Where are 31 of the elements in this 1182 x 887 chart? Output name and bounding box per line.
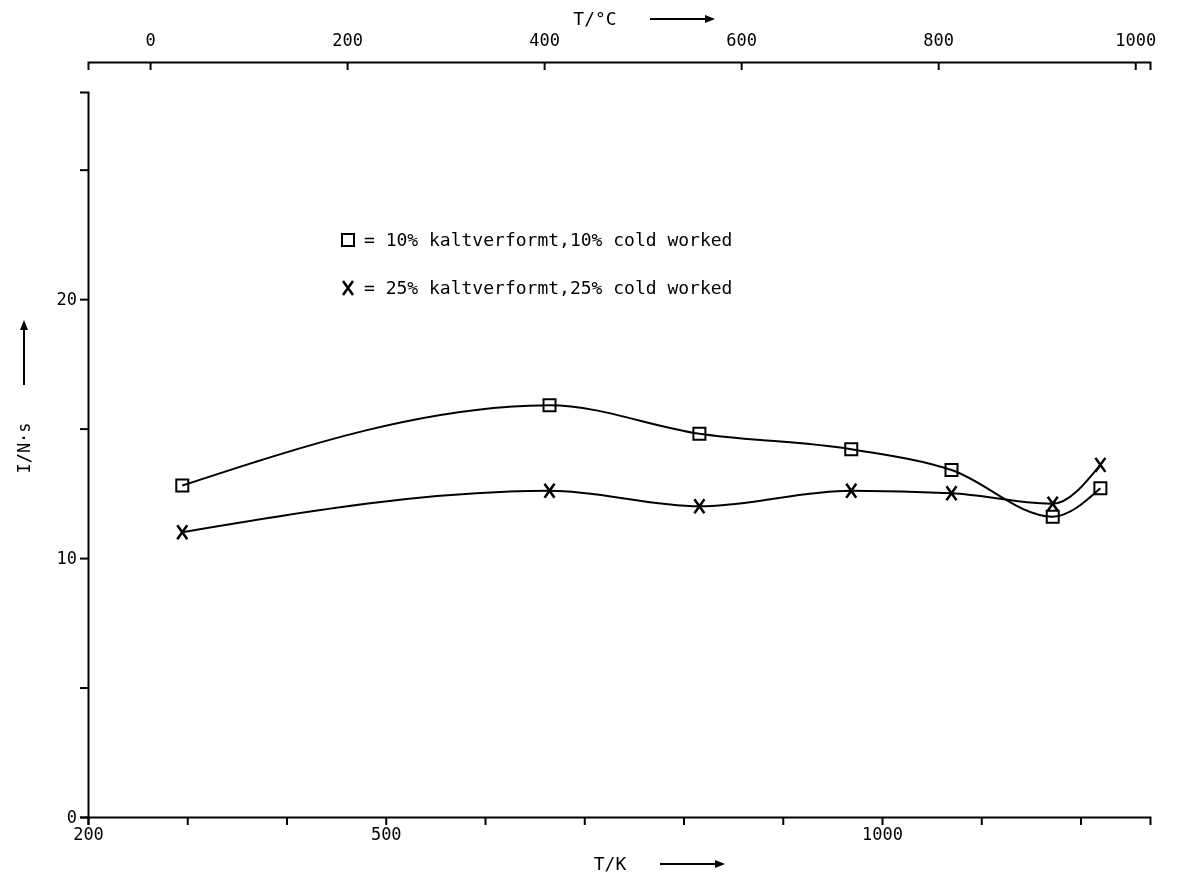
x-tick-label: 500 — [370, 824, 402, 845]
x-tick-label: 200 — [73, 824, 104, 845]
point — [944, 463, 959, 478]
point — [845, 482, 858, 499]
point — [692, 426, 707, 441]
legend-label: = 25% kaltverformt,25% cold worked — [364, 277, 733, 298]
x2-tick-label: 200 — [332, 30, 363, 50]
x2-tick-label: 1000 — [1115, 30, 1157, 50]
y-tick-label: 10 — [56, 548, 77, 569]
point — [693, 498, 706, 515]
x2-tick-label: 0 — [145, 30, 156, 50]
point — [1093, 481, 1108, 496]
x2-tick-label: 600 — [726, 30, 758, 50]
y-axis-title: I/N·s — [14, 422, 34, 474]
point — [175, 478, 190, 493]
point — [542, 398, 557, 413]
point — [1045, 509, 1060, 524]
legend-label: = 10% kaltverformt,10% cold worked — [364, 229, 733, 250]
point — [945, 485, 958, 502]
point — [543, 482, 556, 499]
x-tick-label: 1000 — [862, 824, 903, 845]
point — [844, 442, 859, 457]
point — [176, 523, 189, 541]
point — [1094, 456, 1107, 474]
y-tick-label: 0 — [66, 806, 77, 827]
point — [1046, 495, 1059, 512]
x-axis-title: T/K — [593, 853, 627, 874]
x2-axis-title: T/°C — [573, 8, 617, 29]
x2-tick-label: 400 — [529, 30, 560, 50]
y-tick-label: 20 — [56, 289, 77, 310]
x2-tick-label: 800 — [923, 30, 955, 50]
